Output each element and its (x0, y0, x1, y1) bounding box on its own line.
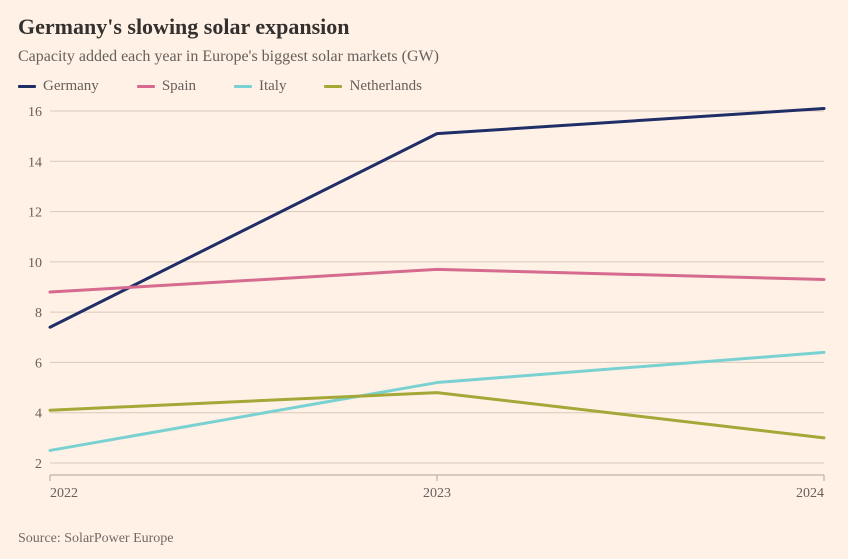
legend-swatch (234, 85, 252, 88)
legend: Germany Spain Italy Netherlands (18, 78, 830, 95)
svg-text:8: 8 (35, 306, 42, 321)
svg-text:16: 16 (28, 105, 42, 120)
chart-title: Germany's slowing solar expansion (18, 14, 830, 40)
svg-text:12: 12 (28, 206, 42, 221)
legend-label: Germany (43, 78, 99, 95)
legend-item-italy: Italy (234, 78, 287, 95)
chart-container: Germany's slowing solar expansion Capaci… (0, 0, 848, 559)
svg-text:2023: 2023 (423, 486, 451, 501)
svg-text:4: 4 (35, 407, 42, 422)
legend-swatch (18, 85, 36, 88)
svg-text:10: 10 (28, 256, 42, 271)
svg-text:2: 2 (35, 457, 42, 472)
chart-source: Source: SolarPower Europe (18, 531, 174, 547)
svg-text:14: 14 (28, 155, 42, 170)
svg-text:2022: 2022 (50, 486, 78, 501)
legend-label: Spain (162, 78, 196, 95)
legend-swatch (324, 85, 342, 88)
line-chart-svg: 2 4 6 8 10 12 14 16 2022 2023 2024 (18, 103, 830, 501)
legend-swatch (137, 85, 155, 88)
legend-item-netherlands: Netherlands (324, 78, 421, 95)
svg-text:6: 6 (35, 356, 42, 371)
legend-item-germany: Germany (18, 78, 99, 95)
chart-plot: 2 4 6 8 10 12 14 16 2022 2023 2024 (18, 103, 830, 501)
chart-subtitle: Capacity added each year in Europe's big… (18, 48, 830, 66)
legend-item-spain: Spain (137, 78, 196, 95)
legend-label: Italy (259, 78, 287, 95)
legend-label: Netherlands (349, 78, 421, 95)
svg-text:2024: 2024 (796, 486, 824, 501)
